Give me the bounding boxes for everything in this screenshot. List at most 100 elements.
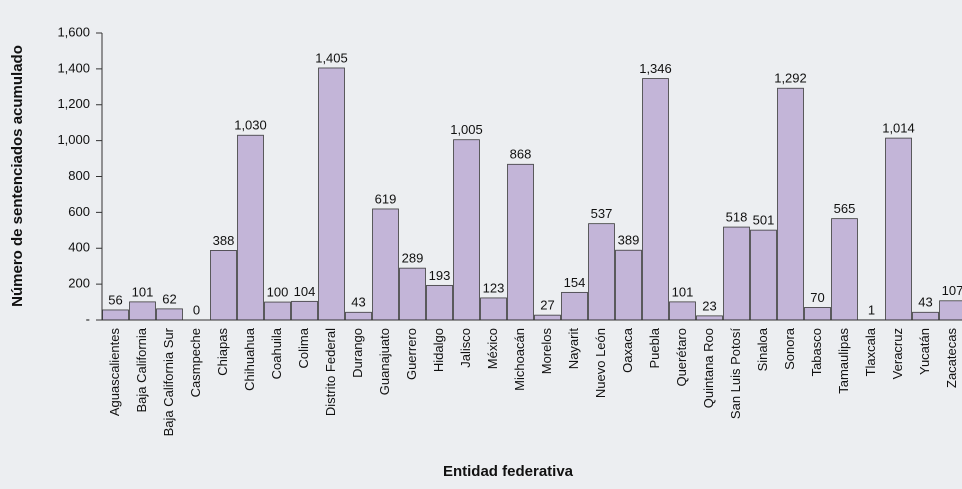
y-tick-label: 200 [68, 276, 90, 291]
y-tick-label: 1,000 [57, 132, 90, 147]
x-tick-label: Sonora [782, 327, 797, 370]
x-tick-label: Chiapas [215, 328, 230, 376]
x-tick-label: Puebla [647, 327, 662, 368]
data-label: 1,014 [882, 121, 915, 136]
bar [291, 300, 318, 321]
bar [777, 87, 804, 321]
bar [534, 314, 561, 321]
data-label: 868 [510, 147, 532, 162]
data-label: 1,405 [315, 50, 348, 65]
x-tick-label: Distrito Federal [323, 328, 338, 416]
data-label: 389 [618, 233, 640, 248]
x-tick-label: Tlaxcala [863, 327, 878, 376]
x-tick-label: Quintana Roo [701, 328, 716, 408]
y-tick-label: 800 [68, 168, 90, 183]
y-tick-label: 1,600 [57, 24, 90, 39]
bar [750, 229, 777, 321]
x-tick-label: Hidalgo [431, 328, 446, 372]
data-label: 23 [702, 298, 716, 313]
data-label: 537 [591, 206, 613, 221]
bar [399, 267, 426, 321]
x-tick-label: Oaxaca [620, 327, 635, 373]
x-tick-label: Zacatecas [944, 328, 959, 388]
x-tick-label: Veracruz [890, 328, 905, 379]
x-tick-label: Tamaulipas [836, 328, 851, 394]
y-tick-label: 600 [68, 204, 90, 219]
x-tick-label: Guerrero [404, 328, 419, 380]
data-label: 107 [942, 283, 962, 298]
bar [102, 309, 129, 321]
data-label: 100 [267, 285, 289, 300]
y-axis-title: Número de sentenciados acumulado [9, 45, 26, 307]
bar [561, 291, 588, 321]
bar [939, 300, 962, 321]
bar [372, 208, 399, 321]
bar [237, 134, 264, 321]
x-axis-title: Entidad federativa [443, 463, 574, 480]
data-label: 0 [193, 302, 200, 317]
data-label: 619 [375, 191, 397, 206]
data-label: 62 [162, 291, 176, 306]
x-tick-label: Guanajuato [377, 328, 392, 395]
bar [804, 307, 831, 321]
bar [696, 315, 723, 321]
x-tick-label: San Luis Potosí [728, 328, 743, 419]
y-tick-label: - [86, 311, 90, 326]
data-label: 43 [918, 295, 932, 310]
bar [885, 137, 912, 321]
bar [129, 301, 156, 321]
data-label: 1,346 [639, 61, 672, 76]
x-tick-label: Tabasco [809, 328, 824, 376]
data-label: 43 [351, 295, 365, 310]
x-tick-label: Nayarit [566, 328, 581, 370]
data-label: 123 [483, 280, 505, 295]
x-tick-label: Baja California [134, 327, 149, 412]
x-tick-label: Morelos [539, 328, 554, 375]
x-tick-label: México [485, 328, 500, 369]
data-label: 154 [564, 275, 586, 290]
bar [264, 301, 291, 321]
data-label: 101 [132, 284, 154, 299]
x-tick-label: Jalisco [458, 328, 473, 368]
x-tick-label: Michoacán [512, 328, 527, 391]
bar [210, 250, 237, 321]
data-label: 1,005 [450, 122, 483, 137]
bar [669, 301, 696, 321]
bar [480, 297, 507, 321]
y-tick-label: 1,200 [57, 96, 90, 111]
bar [831, 218, 858, 321]
x-tick-label: Baja California Sur [161, 327, 176, 436]
bar [588, 223, 615, 321]
data-label: 56 [108, 292, 122, 307]
data-label: 518 [726, 210, 748, 225]
bar [642, 78, 669, 321]
data-label: 565 [834, 201, 856, 216]
data-label: 104 [294, 284, 316, 299]
y-tick-label: 1,400 [57, 60, 90, 75]
x-tick-label: Yucatán [917, 328, 932, 375]
x-tick-label: Chihuahua [242, 327, 257, 391]
bar [453, 139, 480, 321]
data-label: 1 [868, 302, 875, 317]
y-tick-label: 400 [68, 240, 90, 255]
x-tick-label: Querétaro [674, 328, 689, 387]
x-tick-label: Sinaloa [755, 327, 770, 371]
x-tick-label: Nuevo León [593, 328, 608, 398]
x-tick-label: Colima [296, 327, 311, 368]
data-label: 1,030 [234, 118, 267, 133]
x-tick-label: Casmpeche [188, 328, 203, 397]
x-tick-label: Aguascalientes [107, 328, 122, 417]
bar [426, 284, 453, 321]
data-label: 193 [429, 268, 451, 283]
data-label: 388 [213, 233, 235, 248]
data-label: 27 [540, 298, 554, 313]
data-label: 70 [810, 290, 824, 305]
x-tick-label: Coahuila [269, 327, 284, 379]
bar [345, 311, 372, 321]
bar [318, 67, 345, 321]
bar [723, 226, 750, 321]
bar [507, 163, 534, 321]
data-label: 1,292 [774, 71, 807, 86]
